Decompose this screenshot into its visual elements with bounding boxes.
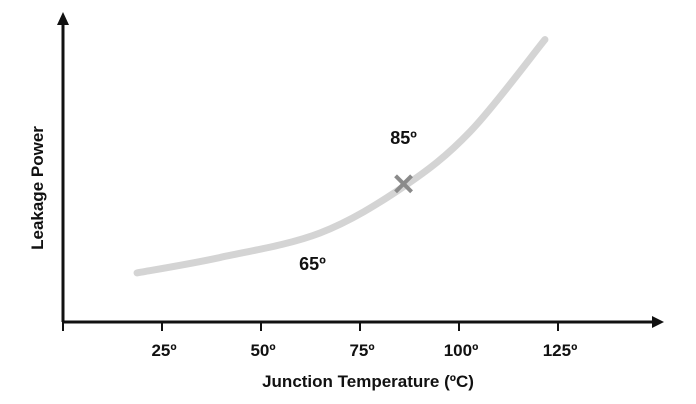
x-axis-title: Junction Temperature (ºC)	[262, 372, 474, 391]
y-axis-arrow	[57, 12, 69, 25]
x-tick-label: 125º	[543, 341, 578, 360]
annotation-label: 65º	[299, 254, 326, 274]
x-tick-label: 75º	[349, 341, 374, 360]
x-axis-arrow	[652, 316, 664, 328]
x-tick-label: 100º	[444, 341, 479, 360]
leakage-curve	[133, 36, 549, 277]
x-tick-label: 50º	[250, 341, 275, 360]
annotation-label: 85º	[390, 128, 417, 148]
x-tick-label: 25º	[151, 341, 176, 360]
marker-stroke	[394, 174, 413, 194]
y-axis-title: Leakage Power	[28, 126, 47, 250]
axes	[57, 12, 664, 328]
operating-point-marker	[394, 174, 413, 194]
